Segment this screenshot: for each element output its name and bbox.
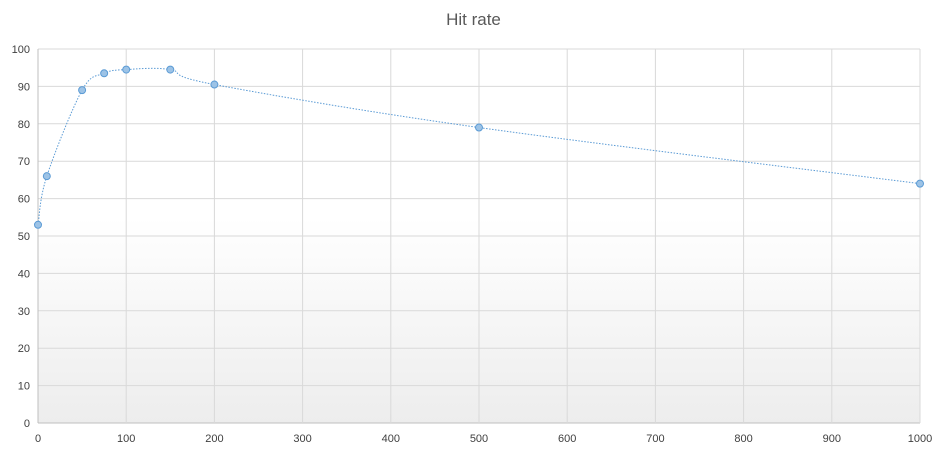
- y-tick-label-100: 100: [12, 44, 30, 56]
- y-tick-label-70: 70: [18, 156, 30, 168]
- y-tick-label-10: 10: [18, 381, 30, 393]
- y-tick-label-20: 20: [18, 343, 30, 355]
- x-tick-label-200: 200: [205, 433, 223, 445]
- y-tick-label-60: 60: [18, 194, 30, 206]
- x-tick-label-1000: 1000: [908, 433, 932, 445]
- series-points: [34, 65, 924, 229]
- x-tick-label-700: 700: [646, 433, 664, 445]
- x-tick-label-300: 300: [293, 433, 311, 445]
- data-point-6: [210, 80, 219, 89]
- data-point-5: [166, 65, 175, 74]
- x-tick-label-400: 400: [382, 433, 400, 445]
- data-point-1: [42, 172, 51, 181]
- x-tick-label-500: 500: [470, 433, 488, 445]
- data-point-0: [34, 220, 42, 229]
- y-tick-label-30: 30: [18, 306, 30, 318]
- data-point-8: [916, 179, 924, 188]
- data-point-3: [100, 69, 109, 78]
- x-tick-label-0: 0: [35, 433, 41, 445]
- y-tick-label-50: 50: [18, 231, 30, 243]
- x-tick-label-800: 800: [734, 433, 752, 445]
- x-tick-label-100: 100: [117, 433, 135, 445]
- x-tick-label-900: 900: [823, 433, 841, 445]
- y-tick-label-90: 90: [18, 81, 30, 93]
- data-point-7: [475, 123, 483, 132]
- y-tick-label-40: 40: [18, 268, 30, 280]
- chart-title: Hit rate: [446, 10, 501, 29]
- grid-lines: [37, 48, 921, 424]
- x-tick-label-600: 600: [558, 433, 576, 445]
- y-tick-label-0: 0: [24, 418, 30, 430]
- data-point-2: [78, 86, 87, 95]
- y-tick-label-80: 80: [18, 119, 30, 131]
- data-point-4: [122, 65, 131, 74]
